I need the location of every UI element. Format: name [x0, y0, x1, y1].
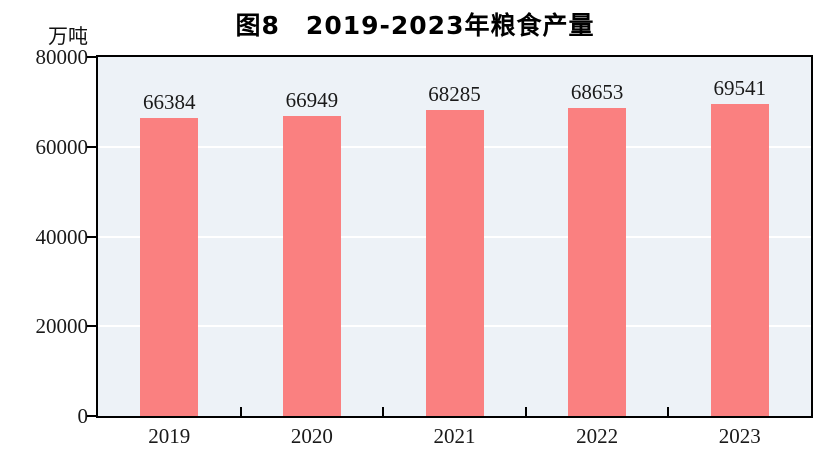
x-axis-tick-mark: [382, 407, 385, 416]
y-axis-tick-label: 80000: [35, 45, 89, 69]
x-axis-tick-mark: [524, 407, 527, 416]
y-axis-tick-label: 0: [77, 404, 89, 428]
bar-2022: [568, 107, 627, 416]
x-axis-tick-mark: [239, 407, 242, 416]
y-axis-tick-label: 20000: [35, 314, 89, 339]
bar-2020: [282, 115, 341, 416]
y-axis-unit-label: 万吨: [48, 24, 88, 48]
x-axis-tick-mark: [667, 407, 670, 416]
bar-2021: [425, 109, 484, 416]
plot-area: 66384 66949 68285 68653 69541: [96, 55, 813, 418]
x-axis-label-2019: 2019: [148, 424, 191, 448]
bar-2023: [710, 103, 769, 416]
y-axis-tick-mark: [87, 56, 96, 58]
bar-value-label: 66949: [285, 87, 339, 112]
bar-2019: [140, 118, 199, 416]
bar-value-label: 68653: [570, 79, 624, 104]
chart-title: 图8 2019-2023年粮食产量: [235, 11, 595, 40]
x-axis-label-2022: 2022: [576, 424, 619, 448]
x-axis-label-2020: 2020: [290, 424, 333, 448]
y-axis-tick-mark: [87, 325, 96, 328]
y-axis-tick-mark: [87, 145, 96, 148]
y-axis-tick-mark: [87, 235, 96, 238]
bar-value-label: 69541: [713, 75, 766, 100]
x-axis-label-2023: 2023: [718, 424, 761, 448]
y-axis-tick-label: 40000: [35, 224, 89, 249]
y-axis-tick-label: 60000: [35, 134, 89, 159]
bar-value-label: 66384: [143, 90, 196, 115]
x-axis-label-2021: 2021: [433, 424, 476, 448]
bar-value-label: 68285: [428, 81, 481, 106]
y-axis-tick-mark: [87, 415, 96, 417]
